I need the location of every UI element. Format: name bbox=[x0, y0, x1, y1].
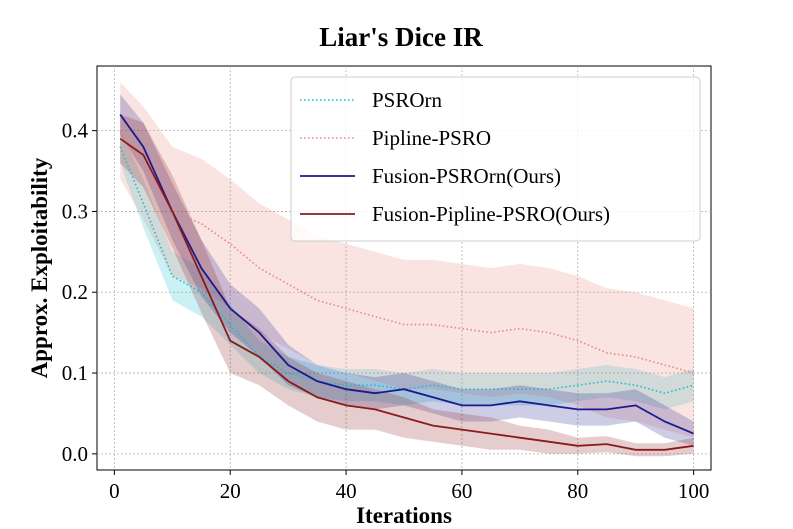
pipline-psro-line bbox=[119, 130, 694, 374]
fusion-psrorn-ours-band bbox=[120, 94, 694, 446]
pipline-psro-band bbox=[120, 82, 694, 438]
y-axis-label: Approx. Exploitability bbox=[27, 157, 52, 378]
axis-ticks: 0 20 40 60 80 100 0.0 0.1 0.2 0.3 0.4 bbox=[62, 119, 710, 503]
legend-label-pipline-psro: Pipline-PSRO bbox=[372, 126, 491, 150]
legend: PSROrn Pipline-PSRO Fusion-PSROrn(Ours) Fus… bbox=[290, 76, 701, 242]
y-tick-label: 0.1 bbox=[62, 361, 88, 385]
fusion-pipline-psro-ours-band bbox=[120, 114, 694, 457]
plot-frame bbox=[96, 65, 712, 471]
x-tick-label: 40 bbox=[336, 479, 357, 503]
x-axis-label: Iterations bbox=[356, 503, 452, 528]
x-tick-label: 100 bbox=[678, 479, 710, 503]
psrorn-line bbox=[119, 146, 694, 395]
legend-label-psrorn: PSROrn bbox=[372, 88, 443, 112]
confidence-bands bbox=[120, 82, 694, 457]
grid bbox=[97, 66, 711, 470]
fusion-pipline-psro-ours-line bbox=[119, 137, 694, 451]
series-lines bbox=[119, 113, 694, 451]
legend-label-fusion-pipline-psro-ours: Fusion-Pipline-PSRO(Ours) bbox=[372, 202, 610, 226]
x-tick-label: 0 bbox=[109, 479, 120, 503]
fusion-psrorn-ours-line bbox=[119, 113, 694, 435]
y-tick-label: 0.4 bbox=[62, 119, 89, 143]
y-tick-label: 0.2 bbox=[62, 280, 88, 304]
legend-label-fusion-psrorn-ours: Fusion-PSROrn(Ours) bbox=[372, 164, 561, 188]
y-tick-label: 0.3 bbox=[62, 199, 88, 223]
legend-box bbox=[290, 76, 701, 242]
x-tick-label: 20 bbox=[220, 479, 241, 503]
chart-title: Liar's Dice IR bbox=[319, 22, 483, 52]
psrorn-band bbox=[120, 130, 694, 410]
y-tick-label: 0.0 bbox=[62, 442, 88, 466]
x-tick-label: 60 bbox=[451, 479, 472, 503]
x-tick-label: 80 bbox=[567, 479, 588, 503]
